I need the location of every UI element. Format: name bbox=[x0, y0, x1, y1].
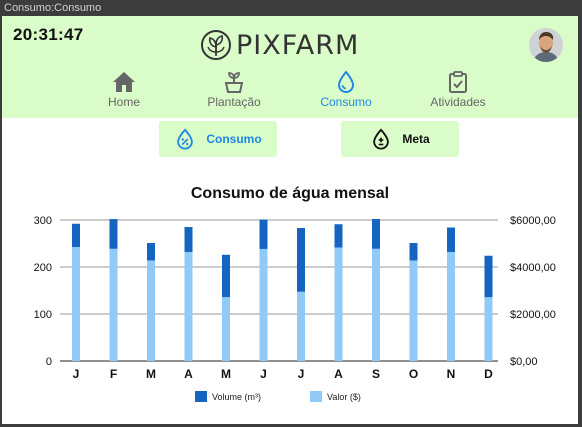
window-title: Consumo:Consumo bbox=[4, 2, 102, 14]
tab-meta-label: Meta bbox=[402, 132, 430, 146]
nav-item-consumo[interactable]: Consumo bbox=[306, 70, 386, 109]
sprout-icon bbox=[224, 72, 244, 93]
y-tick-label-right: $6000,00 bbox=[510, 215, 556, 227]
legend-swatch-volume bbox=[195, 391, 207, 402]
header: 20:31:47 PIXFARM bbox=[2, 16, 578, 118]
chart-title: Consumo de água mensal bbox=[190, 185, 390, 202]
x-tick-label: O bbox=[409, 367, 418, 381]
bar-valor bbox=[222, 297, 230, 361]
x-tick-label: S bbox=[372, 367, 380, 381]
window-title-bar: Consumo:Consumo bbox=[0, 0, 582, 16]
nav-label-consumo: Consumo bbox=[320, 95, 372, 109]
x-tick-label: J bbox=[73, 367, 80, 381]
y-tick-label-right: $2000,00 bbox=[510, 309, 556, 321]
bar-valor bbox=[372, 248, 380, 361]
y-tick-label-left: 0 bbox=[46, 356, 52, 368]
house-icon bbox=[113, 72, 135, 92]
app-frame: 20:31:47 PIXFARM bbox=[2, 16, 578, 424]
nav-item-atividades[interactable]: Atividades bbox=[418, 70, 498, 109]
bar-valor bbox=[297, 291, 305, 361]
bar-valor bbox=[484, 297, 493, 361]
tab-consumo-label: Consumo bbox=[206, 132, 262, 146]
leaf-logo-icon bbox=[201, 30, 231, 60]
bar-valor bbox=[409, 260, 418, 361]
legend-swatch-valor bbox=[310, 391, 322, 402]
bar-valor bbox=[109, 248, 118, 361]
nav-label-home: Home bbox=[107, 95, 140, 109]
y-tick-label-left: 100 bbox=[34, 309, 52, 321]
y-tick-label-left: 200 bbox=[34, 262, 52, 274]
clock: 20:31:47 bbox=[13, 25, 84, 44]
nav-item-plantacao[interactable]: Plantação bbox=[194, 70, 274, 109]
drop-plus-minus-icon bbox=[373, 128, 390, 150]
bar-valor bbox=[334, 247, 343, 361]
bar-valor bbox=[447, 251, 455, 361]
x-tick-label: A bbox=[334, 367, 343, 381]
x-tick-label: J bbox=[298, 367, 305, 381]
x-tick-label: M bbox=[221, 367, 231, 381]
x-tick-label: J bbox=[260, 367, 267, 381]
nav-item-home[interactable]: Home bbox=[84, 70, 164, 109]
y-tick-label-right: $4000,00 bbox=[510, 262, 556, 274]
y-tick-label-right: $0,00 bbox=[510, 356, 538, 368]
legend-label-volume: Volume (m³) bbox=[212, 392, 261, 402]
legend-label-valor: Valor ($) bbox=[327, 392, 361, 402]
tab-meta[interactable]: Meta bbox=[341, 121, 459, 157]
logo-text: PIXFARM bbox=[236, 29, 360, 61]
x-tick-label: F bbox=[110, 367, 117, 381]
x-tick-label: M bbox=[146, 367, 156, 381]
x-tick-label: D bbox=[484, 367, 493, 381]
water-drop-icon bbox=[337, 70, 355, 93]
bar-valor bbox=[259, 248, 268, 361]
nav-label-plantacao: Plantação bbox=[207, 95, 261, 109]
bar-valor bbox=[72, 247, 80, 361]
avatar[interactable] bbox=[529, 28, 563, 62]
tab-consumo[interactable]: Consumo bbox=[159, 121, 277, 157]
user-avatar-icon bbox=[529, 28, 563, 62]
logo: PIXFARM bbox=[200, 25, 359, 65]
nav-label-atividades: Atividades bbox=[430, 95, 486, 109]
drop-percent-icon bbox=[177, 128, 194, 150]
clipboard-check-icon bbox=[449, 71, 467, 93]
x-tick-label: N bbox=[447, 367, 456, 381]
bar-valor bbox=[184, 251, 193, 361]
y-tick-label-left: 300 bbox=[34, 215, 52, 227]
bar-valor bbox=[147, 260, 155, 361]
chart: 0 100 200 300 $0,00 $2000,00 $4000,00 $6000,00 J… bbox=[34, 215, 556, 402]
x-tick-label: A bbox=[184, 367, 193, 381]
